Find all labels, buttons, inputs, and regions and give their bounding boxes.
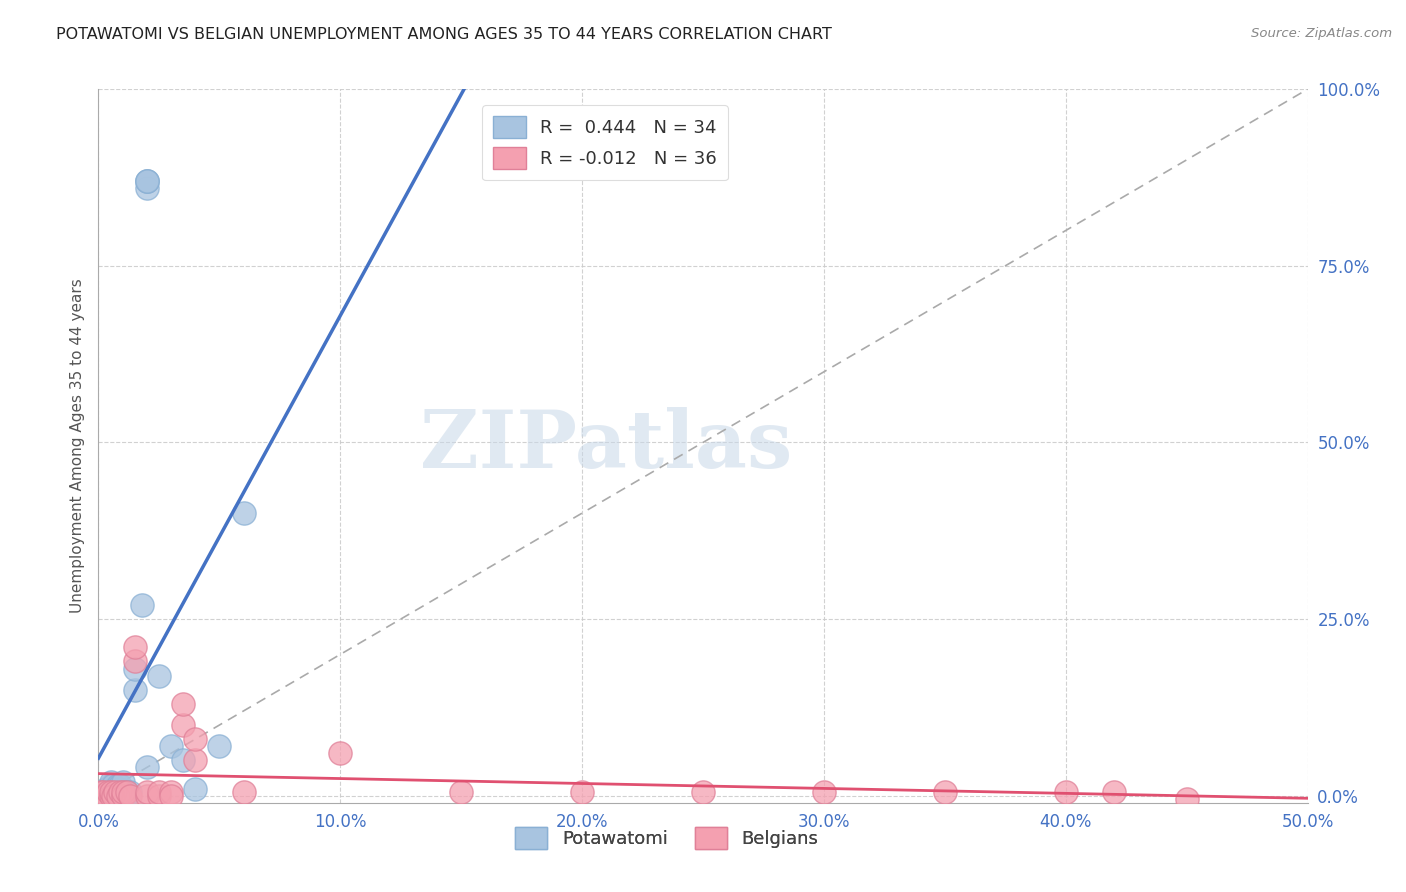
Point xyxy=(148,668,170,682)
Point xyxy=(184,732,207,747)
Point xyxy=(94,785,117,799)
Point xyxy=(232,785,254,799)
Point xyxy=(100,774,122,789)
Point xyxy=(101,778,124,792)
Point xyxy=(124,655,146,669)
Point xyxy=(131,598,153,612)
Point xyxy=(135,174,157,188)
Point xyxy=(124,640,146,655)
Point xyxy=(160,785,183,799)
Point xyxy=(108,781,131,796)
Point xyxy=(111,785,134,799)
Point xyxy=(172,697,194,711)
Point xyxy=(124,682,146,697)
Point xyxy=(232,506,254,520)
Point xyxy=(1175,792,1198,806)
Point xyxy=(135,174,157,188)
Point xyxy=(91,785,114,799)
Point xyxy=(692,785,714,799)
Point xyxy=(1054,785,1077,799)
Point xyxy=(148,785,170,799)
Point xyxy=(160,789,183,803)
Point xyxy=(118,789,141,803)
Point xyxy=(100,778,122,792)
Text: Source: ZipAtlas.com: Source: ZipAtlas.com xyxy=(1251,27,1392,40)
Point xyxy=(107,785,129,799)
Point xyxy=(108,785,131,799)
Point xyxy=(118,785,141,799)
Point xyxy=(117,785,139,799)
Point xyxy=(571,785,593,799)
Point xyxy=(813,785,835,799)
Point xyxy=(135,789,157,803)
Point xyxy=(94,789,117,803)
Point xyxy=(135,181,157,195)
Point xyxy=(111,785,134,799)
Point xyxy=(104,785,127,799)
Point xyxy=(450,785,472,799)
Point xyxy=(100,789,122,803)
Point xyxy=(107,778,129,792)
Point xyxy=(97,781,120,796)
Point xyxy=(117,785,139,799)
Point xyxy=(90,785,112,799)
Legend: Potawatomi, Belgians: Potawatomi, Belgians xyxy=(506,818,828,858)
Y-axis label: Unemployment Among Ages 35 to 44 years: Unemployment Among Ages 35 to 44 years xyxy=(69,278,84,614)
Point xyxy=(124,662,146,676)
Point xyxy=(135,174,157,188)
Point xyxy=(160,739,183,754)
Point xyxy=(101,789,124,803)
Point xyxy=(90,789,112,803)
Point xyxy=(1102,785,1125,799)
Point xyxy=(94,781,117,796)
Point xyxy=(934,785,956,799)
Point xyxy=(104,781,127,796)
Point xyxy=(100,785,122,799)
Point xyxy=(111,789,134,803)
Point xyxy=(172,718,194,732)
Text: POTAWATOMI VS BELGIAN UNEMPLOYMENT AMONG AGES 35 TO 44 YEARS CORRELATION CHART: POTAWATOMI VS BELGIAN UNEMPLOYMENT AMONG… xyxy=(56,27,832,42)
Point xyxy=(172,753,194,767)
Point xyxy=(135,785,157,799)
Point xyxy=(329,747,352,761)
Text: ZIPatlas: ZIPatlas xyxy=(420,407,793,485)
Point xyxy=(135,760,157,774)
Point xyxy=(104,785,127,799)
Point xyxy=(108,778,131,792)
Point xyxy=(184,781,207,796)
Point xyxy=(107,789,129,803)
Point xyxy=(97,785,120,799)
Point xyxy=(184,753,207,767)
Point xyxy=(101,781,124,796)
Point xyxy=(91,785,114,799)
Point xyxy=(208,739,231,754)
Point xyxy=(100,785,122,799)
Point xyxy=(111,774,134,789)
Point xyxy=(148,789,170,803)
